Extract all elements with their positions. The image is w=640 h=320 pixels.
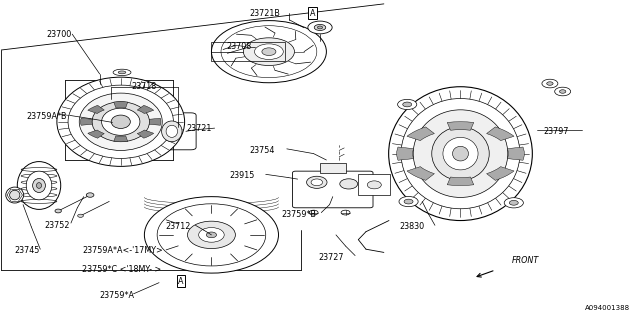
Text: A094001388: A094001388 <box>584 305 630 311</box>
Ellipse shape <box>198 228 224 242</box>
Ellipse shape <box>111 115 131 128</box>
Ellipse shape <box>341 210 350 215</box>
Ellipse shape <box>413 110 508 197</box>
Wedge shape <box>137 130 154 138</box>
FancyBboxPatch shape <box>292 171 373 208</box>
Text: 23915: 23915 <box>229 172 255 180</box>
Ellipse shape <box>559 90 566 93</box>
Ellipse shape <box>404 199 413 204</box>
Wedge shape <box>114 102 128 108</box>
Bar <box>211 42 285 61</box>
Text: 23759A*B: 23759A*B <box>26 113 67 122</box>
Ellipse shape <box>308 21 332 34</box>
Ellipse shape <box>86 193 94 197</box>
Wedge shape <box>88 105 104 114</box>
Bar <box>358 174 390 195</box>
Wedge shape <box>486 167 514 180</box>
Wedge shape <box>447 122 474 130</box>
FancyBboxPatch shape <box>148 113 196 150</box>
Wedge shape <box>407 127 435 140</box>
Ellipse shape <box>432 127 489 180</box>
Ellipse shape <box>162 121 182 142</box>
Ellipse shape <box>118 71 126 74</box>
Text: 23727: 23727 <box>319 253 344 262</box>
Ellipse shape <box>113 69 131 76</box>
Ellipse shape <box>388 87 532 220</box>
Ellipse shape <box>77 214 83 217</box>
Wedge shape <box>81 118 92 125</box>
Wedge shape <box>137 105 154 114</box>
Ellipse shape <box>55 209 61 213</box>
Text: 23718: 23718 <box>132 82 157 91</box>
Text: 23721B: 23721B <box>250 9 280 18</box>
Ellipse shape <box>255 44 284 60</box>
Ellipse shape <box>443 137 478 170</box>
Ellipse shape <box>307 176 327 188</box>
Ellipse shape <box>166 125 177 137</box>
Ellipse shape <box>403 102 412 107</box>
Ellipse shape <box>33 179 45 193</box>
Ellipse shape <box>309 210 318 215</box>
Ellipse shape <box>145 197 278 273</box>
Ellipse shape <box>79 93 163 150</box>
Wedge shape <box>508 147 524 160</box>
Ellipse shape <box>509 200 518 205</box>
Ellipse shape <box>317 26 323 29</box>
Ellipse shape <box>399 196 418 207</box>
Text: 23759*A: 23759*A <box>100 291 134 300</box>
Ellipse shape <box>188 221 236 249</box>
Wedge shape <box>149 118 161 125</box>
Ellipse shape <box>57 77 184 166</box>
Text: 23759*C <'18MY- >: 23759*C <'18MY- > <box>83 265 162 275</box>
Ellipse shape <box>92 102 150 142</box>
Text: 23759A*A<-'17MY>: 23759A*A<-'17MY> <box>83 246 163 255</box>
Ellipse shape <box>243 38 294 66</box>
Bar <box>320 163 346 173</box>
Ellipse shape <box>10 190 20 200</box>
Text: 23708: 23708 <box>227 42 252 52</box>
Ellipse shape <box>36 183 42 188</box>
Wedge shape <box>397 147 413 160</box>
Ellipse shape <box>206 232 216 238</box>
Ellipse shape <box>397 99 417 109</box>
Text: 23830: 23830 <box>400 222 425 231</box>
Ellipse shape <box>68 85 173 158</box>
Text: 23700: 23700 <box>47 30 72 39</box>
Ellipse shape <box>452 146 468 161</box>
Text: 23754: 23754 <box>250 146 275 155</box>
Text: 23759*B: 23759*B <box>282 210 317 219</box>
Text: FRONT: FRONT <box>511 256 539 265</box>
Ellipse shape <box>401 99 520 209</box>
Ellipse shape <box>547 82 553 85</box>
Ellipse shape <box>367 181 381 189</box>
Ellipse shape <box>6 187 24 203</box>
Wedge shape <box>486 127 514 140</box>
Wedge shape <box>114 136 128 142</box>
Text: 23721: 23721 <box>186 124 211 132</box>
Ellipse shape <box>555 87 571 96</box>
Ellipse shape <box>314 24 326 30</box>
Ellipse shape <box>102 108 140 135</box>
Ellipse shape <box>17 162 61 209</box>
Ellipse shape <box>340 179 358 189</box>
Text: 23745: 23745 <box>15 246 40 255</box>
Wedge shape <box>447 177 474 186</box>
Text: 23752: 23752 <box>44 221 70 230</box>
Text: 23712: 23712 <box>166 222 191 231</box>
Text: A: A <box>310 9 315 18</box>
Ellipse shape <box>211 20 326 83</box>
Ellipse shape <box>504 198 524 208</box>
Wedge shape <box>88 130 104 138</box>
Ellipse shape <box>311 179 323 186</box>
Wedge shape <box>407 167 435 180</box>
Text: A: A <box>178 276 184 285</box>
Text: 23797: 23797 <box>543 127 569 136</box>
Ellipse shape <box>542 79 558 88</box>
Ellipse shape <box>262 48 276 55</box>
Ellipse shape <box>26 171 52 200</box>
